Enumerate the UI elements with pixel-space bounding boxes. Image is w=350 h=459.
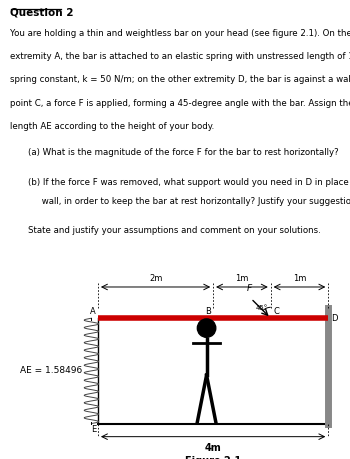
Text: 1m: 1m [293, 274, 306, 283]
Text: Question 2: Question 2 [10, 7, 74, 17]
Text: point C, a force F is applied, forming a 45-degree angle with the bar. Assign th: point C, a force F is applied, forming a… [10, 99, 350, 108]
Text: 45°: 45° [256, 305, 268, 311]
Text: 1m: 1m [235, 274, 248, 283]
Text: extremity A, the bar is attached to an elastic spring with unstressed length of : extremity A, the bar is attached to an e… [10, 52, 350, 61]
Text: D: D [331, 314, 338, 323]
Text: 2m: 2m [149, 274, 162, 283]
Text: B: B [205, 307, 210, 316]
Text: A: A [90, 307, 96, 316]
Text: State and justify your assumptions and comment on your solutions.: State and justify your assumptions and c… [28, 226, 321, 235]
Text: F: F [247, 284, 252, 292]
Text: 4m: 4m [205, 442, 222, 453]
Text: (a) What is the magnitude of the force F for the bar to rest horizontally?: (a) What is the magnitude of the force F… [28, 148, 339, 157]
Text: Figure 2.1: Figure 2.1 [185, 456, 241, 459]
Text: AE = 1.58496: AE = 1.58496 [20, 366, 82, 375]
Text: wall, in order to keep the bar at rest horizontally? Justify your suggestion(s).: wall, in order to keep the bar at rest h… [28, 197, 350, 207]
Text: E: E [91, 425, 96, 434]
Text: spring constant, k = 50 N/m; on the other extremity D, the bar is against a wall: spring constant, k = 50 N/m; on the othe… [10, 75, 350, 84]
Text: (b) If the force F was removed, what support would you need in D in place of the: (b) If the force F was removed, what sup… [28, 178, 350, 187]
Text: You are holding a thin and weightless bar on your head (see figure 2.1). On the: You are holding a thin and weightless ba… [10, 29, 350, 38]
Text: length AE according to the height of your body.: length AE according to the height of you… [10, 122, 215, 131]
Text: C: C [273, 307, 279, 316]
Circle shape [197, 319, 216, 337]
